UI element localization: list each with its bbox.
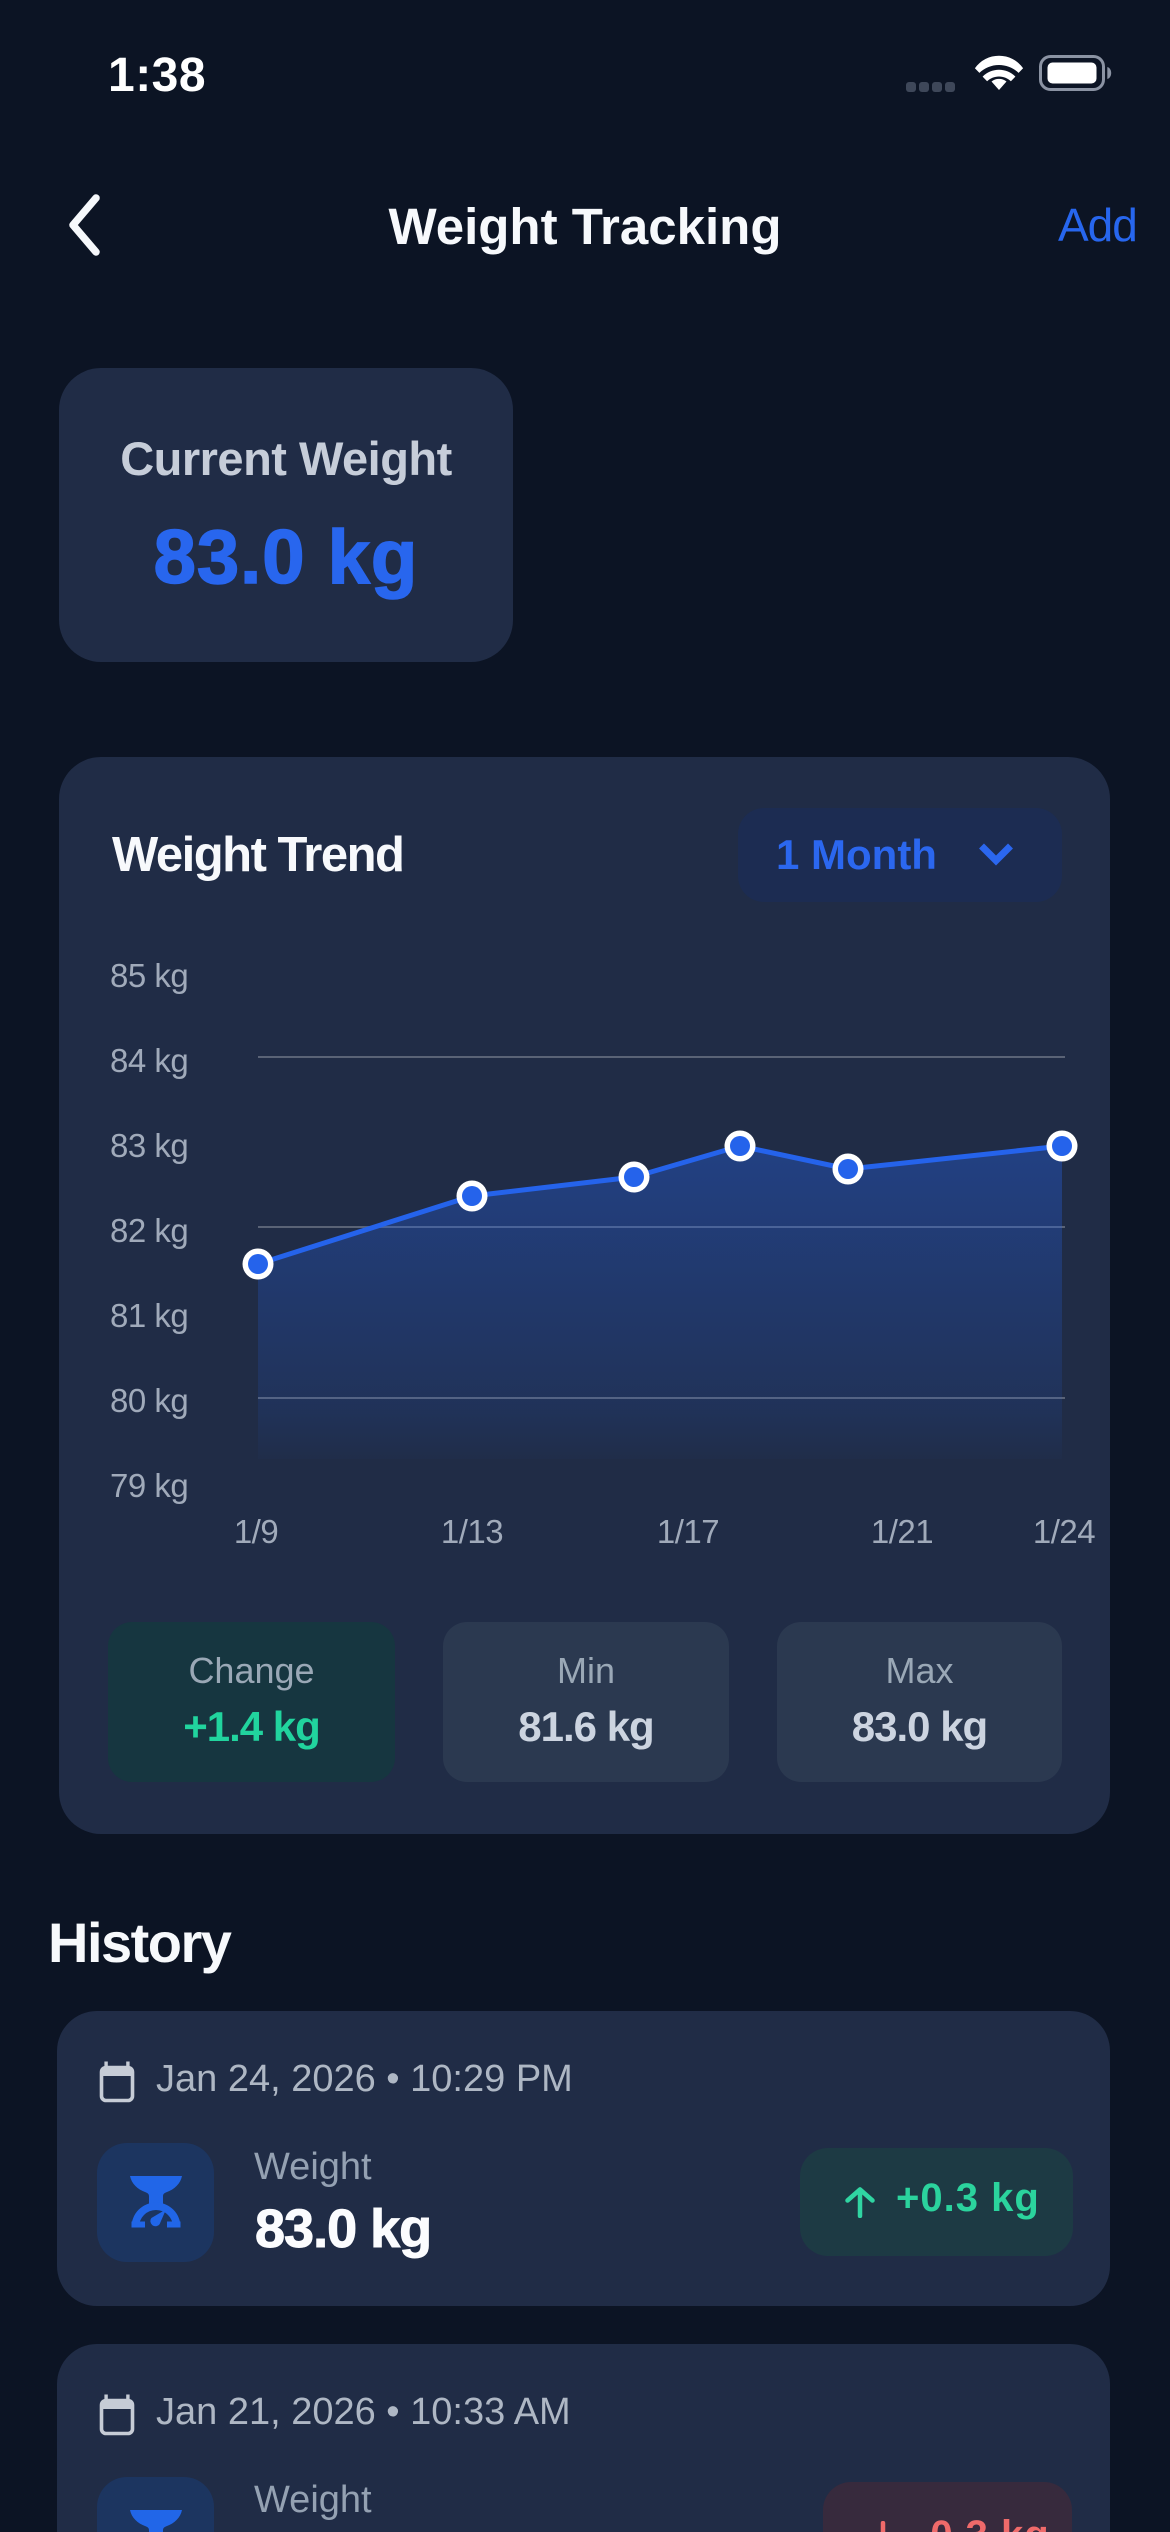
svg-text:83 kg: 83 kg: [110, 1127, 188, 1164]
svg-text:1/13: 1/13: [441, 1513, 503, 1550]
svg-text:1/21: 1/21: [871, 1513, 933, 1550]
svg-text:85 kg: 85 kg: [110, 957, 188, 994]
svg-text:1/17: 1/17: [657, 1513, 719, 1550]
svg-text:81 kg: 81 kg: [110, 1297, 188, 1334]
svg-text:80 kg: 80 kg: [110, 1382, 188, 1419]
svg-text:82 kg: 82 kg: [110, 1212, 188, 1249]
svg-text:79 kg: 79 kg: [110, 1467, 188, 1504]
svg-text:84 kg: 84 kg: [110, 1042, 188, 1079]
svg-text:1/9: 1/9: [234, 1513, 278, 1550]
svg-text:1/24: 1/24: [1033, 1513, 1095, 1550]
